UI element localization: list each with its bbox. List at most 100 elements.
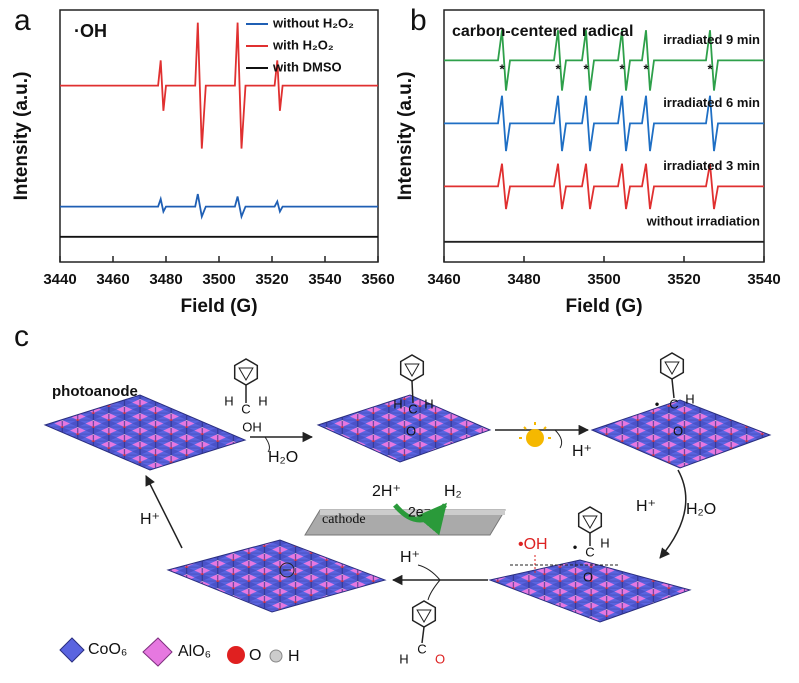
- benzene-ring: [659, 352, 685, 380]
- legend-label: H: [288, 648, 300, 665]
- x-tick-label: 3500: [202, 271, 235, 288]
- panel-label: a: [14, 4, 31, 37]
- panel-label: c: [14, 320, 29, 353]
- step-out: H₂O: [268, 449, 298, 466]
- x-tick-label: 3540: [308, 271, 341, 288]
- arrow-branch: [554, 429, 563, 449]
- lattice-slab: [316, 394, 492, 463]
- annotation: *: [583, 61, 589, 76]
- step-out: H⁺: [636, 498, 656, 515]
- x-tick-label: 3460: [427, 271, 460, 288]
- series-line: [444, 30, 764, 91]
- arrow-branch: [427, 579, 441, 601]
- annotation: *: [643, 61, 649, 76]
- atom: C: [241, 401, 250, 416]
- x-tick-label: 3520: [667, 271, 700, 288]
- benzene-inner: [404, 363, 420, 378]
- legend-label: without H₂O₂: [272, 15, 354, 30]
- x-tick-label: 3460: [96, 271, 129, 288]
- step-out: H₂O: [686, 501, 716, 518]
- cathode-arrow: [393, 502, 447, 536]
- atom: •: [655, 396, 660, 411]
- step-out: H⁺: [400, 549, 420, 566]
- series-line: [60, 22, 378, 149]
- series-line: [444, 163, 764, 210]
- photoanode-label: photoanode: [52, 383, 138, 400]
- atom: C: [408, 401, 417, 416]
- y-axis-label: Intensity (a.u.): [11, 72, 32, 201]
- charge: [279, 562, 295, 578]
- y-axis-label: Intensity (a.u.): [395, 72, 416, 201]
- atom: H: [600, 535, 609, 550]
- atom: •: [573, 539, 578, 554]
- lattice-slab: [166, 539, 387, 613]
- atom: C: [417, 641, 426, 656]
- atom: H: [258, 393, 267, 408]
- arrow: [145, 475, 183, 549]
- legend-coo6: [59, 637, 85, 663]
- x-tick-label: 3440: [43, 271, 76, 288]
- benzene-ring: [233, 358, 259, 386]
- annotation: *: [619, 61, 625, 76]
- benzene-inner: [582, 515, 598, 530]
- series-label: irradiated 6 min: [663, 95, 760, 110]
- atom: H: [224, 393, 233, 408]
- chart-title: ·OH: [74, 21, 107, 41]
- bond: [411, 380, 414, 404]
- x-tick-label: 3520: [255, 271, 288, 288]
- benzene-ring: [399, 354, 425, 382]
- annotation: *: [555, 61, 561, 76]
- benzene-ring: [411, 600, 437, 628]
- series-label: irradiated 3 min: [663, 158, 760, 173]
- arrow-branch: [264, 436, 270, 453]
- x-axis-label: Field (G): [180, 296, 257, 317]
- electrons: 2e⁻: [408, 504, 431, 520]
- atom: H: [393, 396, 402, 411]
- annotation: *: [499, 61, 505, 76]
- legend-label: CoO₆: [88, 641, 127, 658]
- sun-rays: [519, 422, 551, 439]
- series-label: irradiated 9 min: [663, 32, 760, 47]
- charts: a Intensity (a.u.) Field (G) 3440 3460 3480 35…: [11, 4, 781, 317]
- atom: C: [669, 396, 678, 411]
- legend-alo6: [142, 637, 173, 667]
- benzene-inner: [664, 361, 680, 376]
- x-tick-label: 3540: [747, 271, 780, 288]
- x-tick-label: 3480: [507, 271, 540, 288]
- benzene-inner: [238, 367, 254, 382]
- atom: O: [435, 651, 445, 666]
- x-tick-label: 3480: [149, 271, 182, 288]
- sun: [526, 429, 544, 447]
- legend-label: with H₂O₂: [272, 37, 334, 52]
- lattice-slab: [43, 394, 247, 471]
- x-tick-label: 3560: [361, 271, 394, 288]
- lattice-slab: [590, 399, 772, 469]
- atom: O: [673, 423, 683, 438]
- step-out: H⁺: [140, 511, 160, 528]
- series-line: [60, 193, 378, 220]
- radical: •OH: [518, 536, 548, 553]
- lattice-slab: [488, 559, 692, 623]
- series-label: without irradiation: [646, 213, 760, 228]
- legend-h: [269, 649, 283, 663]
- legend-o: [227, 646, 245, 664]
- benzene-ring: [577, 506, 603, 534]
- x-axis-label: Field (G): [565, 296, 642, 317]
- atom: C: [585, 544, 594, 559]
- cathode-top: [320, 510, 505, 515]
- x-tick-label: 3500: [587, 271, 620, 288]
- annotation: *: [707, 61, 713, 76]
- atom: H: [424, 396, 433, 411]
- cathode-out: H₂: [444, 483, 462, 500]
- atom: O: [583, 569, 593, 584]
- bond: [421, 626, 425, 644]
- series-line: [444, 95, 764, 152]
- step-out: H⁺: [572, 443, 592, 460]
- panel-label: b: [410, 4, 427, 37]
- arrow-branch: [417, 564, 441, 581]
- scheme: c photoanode cathode 2H⁺ H₂ 2e⁻ H₂O H⁺ H…: [14, 320, 772, 667]
- atom: H: [399, 651, 408, 666]
- legend-label: with DMSO: [272, 59, 342, 74]
- chart-title: carbon-centered radical: [452, 23, 633, 40]
